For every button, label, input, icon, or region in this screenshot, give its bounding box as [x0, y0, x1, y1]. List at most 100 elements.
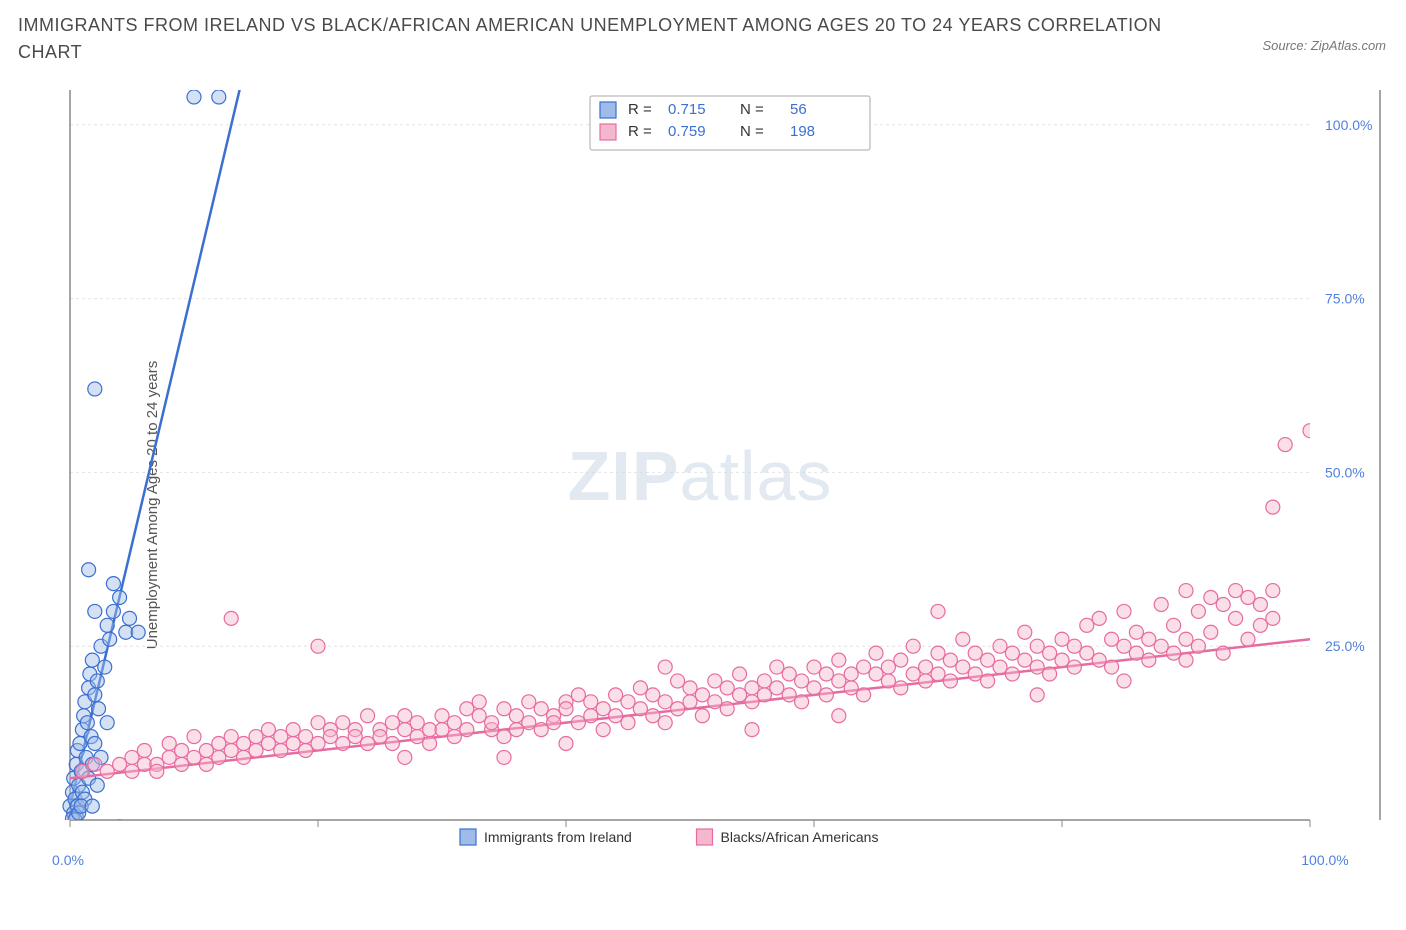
data-point: [187, 750, 201, 764]
data-point: [410, 716, 424, 730]
data-point: [1216, 646, 1230, 660]
data-point: [720, 681, 734, 695]
data-point: [274, 730, 288, 744]
data-point: [658, 716, 672, 730]
data-point: [1005, 646, 1019, 660]
data-point: [336, 716, 350, 730]
data-point: [633, 702, 647, 716]
data-point: [1129, 625, 1143, 639]
data-point: [1030, 688, 1044, 702]
data-point: [70, 820, 84, 834]
data-point: [106, 827, 120, 841]
data-point: [906, 667, 920, 681]
data-point: [1167, 646, 1181, 660]
data-point: [435, 723, 449, 737]
data-point: [249, 743, 263, 757]
data-point: [745, 695, 759, 709]
data-point: [782, 688, 796, 702]
data-point: [435, 709, 449, 723]
y-tick-label: 25.0%: [1325, 638, 1365, 654]
data-point: [361, 709, 375, 723]
data-point: [85, 799, 99, 813]
data-point: [708, 674, 722, 688]
data-point: [398, 709, 412, 723]
legend-n-value: 198: [790, 123, 815, 140]
data-point: [584, 695, 598, 709]
data-point: [1266, 611, 1280, 625]
data-point: [106, 577, 120, 591]
data-point: [968, 646, 982, 660]
data-point: [919, 660, 933, 674]
data-point: [100, 764, 114, 778]
data-point: [98, 660, 112, 674]
data-point: [795, 674, 809, 688]
data-point: [311, 639, 325, 653]
data-point: [757, 674, 771, 688]
data-point: [683, 681, 697, 695]
data-point: [90, 674, 104, 688]
data-point: [1191, 604, 1205, 618]
legend-r-value: 0.715: [668, 101, 706, 118]
data-point: [1092, 611, 1106, 625]
data-point: [881, 660, 895, 674]
data-point: [844, 667, 858, 681]
data-point: [447, 730, 461, 744]
data-point: [1129, 646, 1143, 660]
scatter-plot: ZIPatlas R =0.715N =56R =0.759N =198 25.…: [50, 80, 1390, 880]
data-point: [695, 688, 709, 702]
legend-n-label: N =: [740, 123, 764, 140]
data-point: [832, 709, 846, 723]
data-point: [609, 688, 623, 702]
data-point: [807, 681, 821, 695]
data-point: [311, 716, 325, 730]
data-point: [1055, 632, 1069, 646]
data-point: [361, 737, 375, 751]
data-point: [522, 716, 536, 730]
series-swatch: [460, 829, 476, 845]
data-point: [509, 709, 523, 723]
data-point: [559, 702, 573, 716]
data-point: [88, 382, 102, 396]
data-point: [1030, 660, 1044, 674]
data-point: [497, 750, 511, 764]
data-point: [1179, 653, 1193, 667]
data-point: [88, 834, 102, 848]
data-point: [323, 730, 337, 744]
data-point: [981, 674, 995, 688]
data-point: [199, 757, 213, 771]
data-point: [336, 737, 350, 751]
data-point: [745, 723, 759, 737]
data-point: [1154, 597, 1168, 611]
x-tick-label: 0.0%: [52, 852, 84, 868]
y-tick-label: 75.0%: [1325, 291, 1365, 307]
data-point: [757, 688, 771, 702]
data-point: [931, 646, 945, 660]
data-point: [162, 737, 176, 751]
data-point: [1105, 632, 1119, 646]
data-point: [82, 563, 96, 577]
data-point: [745, 681, 759, 695]
data-point: [770, 660, 784, 674]
data-point: [1117, 674, 1131, 688]
data-point: [299, 730, 313, 744]
data-point: [819, 688, 833, 702]
data-point: [1253, 618, 1267, 632]
data-point: [633, 681, 647, 695]
data-point: [894, 653, 908, 667]
x-tick-label: 100.0%: [1301, 852, 1348, 868]
data-point: [75, 827, 89, 841]
data-point: [807, 660, 821, 674]
data-point: [1204, 625, 1218, 639]
data-point: [522, 695, 536, 709]
legend-r-value: 0.759: [668, 123, 706, 140]
data-point: [162, 750, 176, 764]
data-point: [621, 695, 635, 709]
data-point: [1080, 618, 1094, 632]
data-point: [286, 737, 300, 751]
data-point: [103, 632, 117, 646]
data-point: [559, 737, 573, 751]
y-tick-label: 100.0%: [1325, 117, 1372, 133]
data-point: [1229, 611, 1243, 625]
legend-n-value: 56: [790, 101, 807, 118]
data-point: [646, 709, 660, 723]
